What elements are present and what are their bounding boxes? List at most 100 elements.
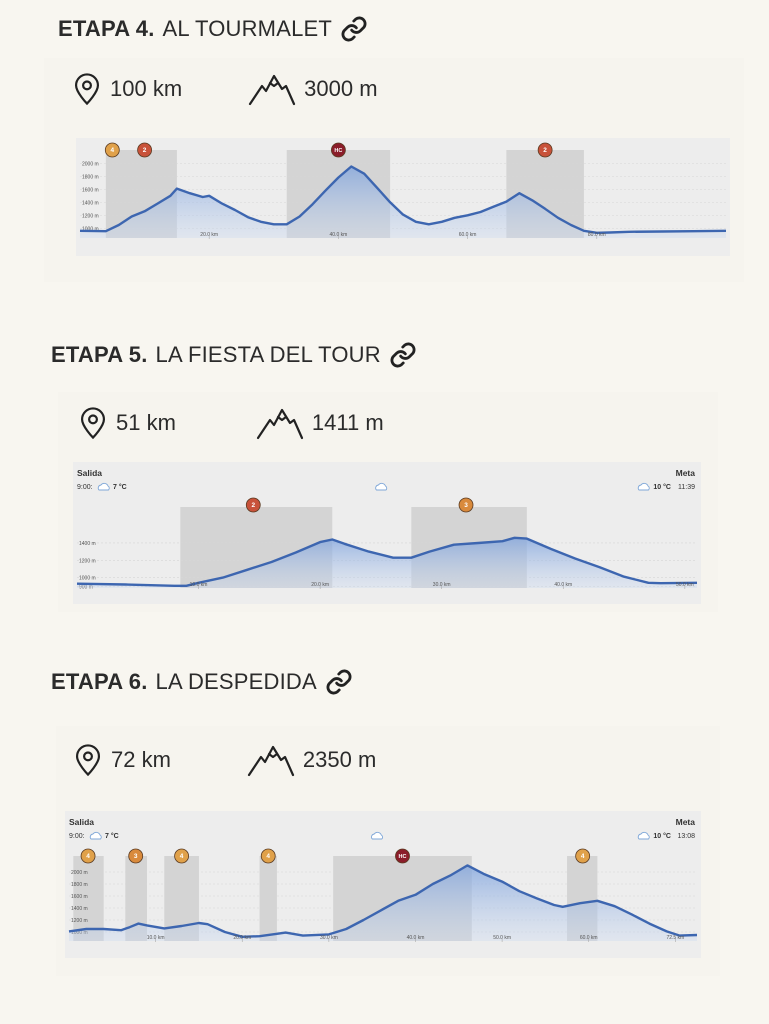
- y-tick-label: 1200 m: [79, 558, 96, 564]
- elevation-stat: 2350 m: [247, 743, 376, 777]
- stage-4-title: ETAPA 4. AL TOURMALET: [58, 15, 368, 43]
- x-tick-label: 10.0 km: [190, 582, 208, 588]
- climb-segment: [259, 856, 277, 941]
- stage-6-stats: 72 km 2350 m: [73, 743, 442, 777]
- start-time: 9:00:: [77, 484, 93, 491]
- climb-category-label: 2: [143, 147, 147, 154]
- x-tick-label: 72.5 km: [666, 935, 684, 941]
- climb-category-badge: 4: [80, 848, 96, 864]
- distance-stat: 51 km: [78, 406, 176, 440]
- elevation-value: 3000 m: [304, 76, 378, 101]
- y-tick-label: 1400 m: [82, 200, 99, 206]
- elevation-line: [76, 536, 698, 587]
- x-tick-label: 60.0 km: [459, 232, 477, 238]
- location-pin-icon: [74, 73, 100, 106]
- elevation-stat: 1411 m: [256, 406, 384, 440]
- stage-4-elevation-profile[interactable]: 1000 m 1200 m 1400 m 1600 m 1800 m 2000 m 20.0…: [76, 138, 730, 256]
- x-tick-label: 20.0 km: [311, 582, 329, 588]
- climb-category-badge: 4: [260, 848, 276, 864]
- location-pin-icon: [80, 407, 106, 440]
- y-tick-label: 1200 m: [82, 213, 99, 219]
- x-tick-label: 50.0 km: [493, 935, 511, 941]
- end-temperature: 10 °C: [653, 483, 671, 491]
- stage-5-number: ETAPA 5.: [51, 342, 148, 367]
- elevation-line: [79, 165, 727, 234]
- climb-category-badge: 3: [128, 848, 144, 864]
- y-tick-label: 1000 m: [82, 226, 99, 232]
- cloud-icon: [89, 831, 102, 840]
- climb-category-badge: 4: [174, 848, 190, 864]
- y-tick-label: 1400 m: [79, 541, 96, 547]
- x-tick-label: 80.0 km: [588, 232, 606, 238]
- climb-category-label: 4: [86, 853, 90, 860]
- x-tick-label: 30.0 km: [320, 935, 338, 941]
- stage-5-name: LA FIESTA DEL TOUR: [155, 342, 381, 367]
- climb-category-badge: 3: [458, 497, 474, 513]
- start-label: Salida: [77, 468, 102, 478]
- x-tick-label: 10.0 km: [147, 935, 165, 941]
- y-tick-label: 2000 m: [71, 870, 88, 876]
- location-pin-icon: [75, 744, 101, 777]
- elevation-stat: 3000 m: [248, 72, 378, 106]
- x-tick-label: 20.0 km: [233, 935, 251, 941]
- mountain-icon: [247, 745, 295, 777]
- stage-6-name: LA DESPEDIDA: [155, 669, 317, 694]
- elevation-value: 1411 m: [311, 410, 384, 435]
- x-tick-label: 60.0 km: [580, 935, 598, 941]
- start-temperature: 7 °C: [113, 483, 127, 491]
- distance-value: 51 km: [116, 410, 176, 435]
- link-icon[interactable]: [340, 15, 368, 43]
- climb-segment: [73, 856, 104, 941]
- y-tick-label: 1400 m: [71, 906, 88, 912]
- climb-category-label: 3: [464, 502, 468, 509]
- climb-category-label: 4: [110, 147, 114, 154]
- distance-value: 100 km: [110, 76, 183, 101]
- x-tick-label: 40.0 km: [554, 582, 572, 588]
- climb-category-badge: 2: [537, 142, 553, 158]
- cloud-icon: [637, 831, 650, 840]
- climb-category-badge: 2: [137, 142, 152, 158]
- x-tick-label: 30.0 km: [433, 582, 451, 588]
- elevation-line: [68, 864, 698, 938]
- stage-4-number: ETAPA 4.: [58, 16, 155, 41]
- link-icon[interactable]: [325, 668, 353, 696]
- climb-category-label: 4: [266, 853, 270, 860]
- stage-5-stats: 51 km 1411 m: [78, 406, 450, 440]
- elevation-area: [69, 865, 697, 941]
- climb-category-label: 4: [581, 853, 585, 860]
- stage-5-title: ETAPA 5. LA FIESTA DEL TOUR: [51, 341, 417, 369]
- stage-4-name: AL TOURMALET: [162, 16, 333, 41]
- end-temperature: 10 °C: [653, 832, 671, 840]
- cloud-icon: [371, 831, 383, 840]
- link-icon[interactable]: [389, 341, 417, 369]
- y-tick-label: 1600 m: [71, 894, 88, 900]
- end-time: 11:39: [678, 484, 695, 491]
- climb-category-label: 3: [134, 853, 138, 860]
- y-tick-label: 1200 m: [71, 918, 88, 924]
- climb-category-label: 2: [251, 502, 255, 509]
- start-time: 9:00:: [69, 833, 85, 840]
- stage-4-stats: 100 km 3000 m: [72, 72, 444, 106]
- distance-stat: 100 km: [72, 72, 182, 106]
- start-label: Salida: [69, 817, 94, 827]
- climb-category-badge: 2: [245, 497, 261, 513]
- climb-category-label: HC: [399, 854, 407, 860]
- distance-value: 72 km: [111, 747, 171, 772]
- mountain-icon: [256, 408, 304, 440]
- stage-6-title: ETAPA 6. LA DESPEDIDA: [51, 668, 353, 696]
- climb-category-badge: HC: [330, 142, 346, 158]
- stage-6-number: ETAPA 6.: [51, 669, 148, 694]
- elevation-area: [80, 166, 726, 238]
- x-tick-label: 20.0 km: [200, 232, 218, 238]
- climb-category-label: 2: [543, 147, 547, 154]
- climb-category-badge: 4: [104, 142, 120, 158]
- climb-category-label: HC: [334, 148, 342, 154]
- y-tick-label: 1800 m: [82, 174, 99, 180]
- y-tick-label: 2000 m: [82, 161, 99, 167]
- y-tick-label: 1600 m: [82, 187, 99, 193]
- cloud-icon: [637, 482, 650, 491]
